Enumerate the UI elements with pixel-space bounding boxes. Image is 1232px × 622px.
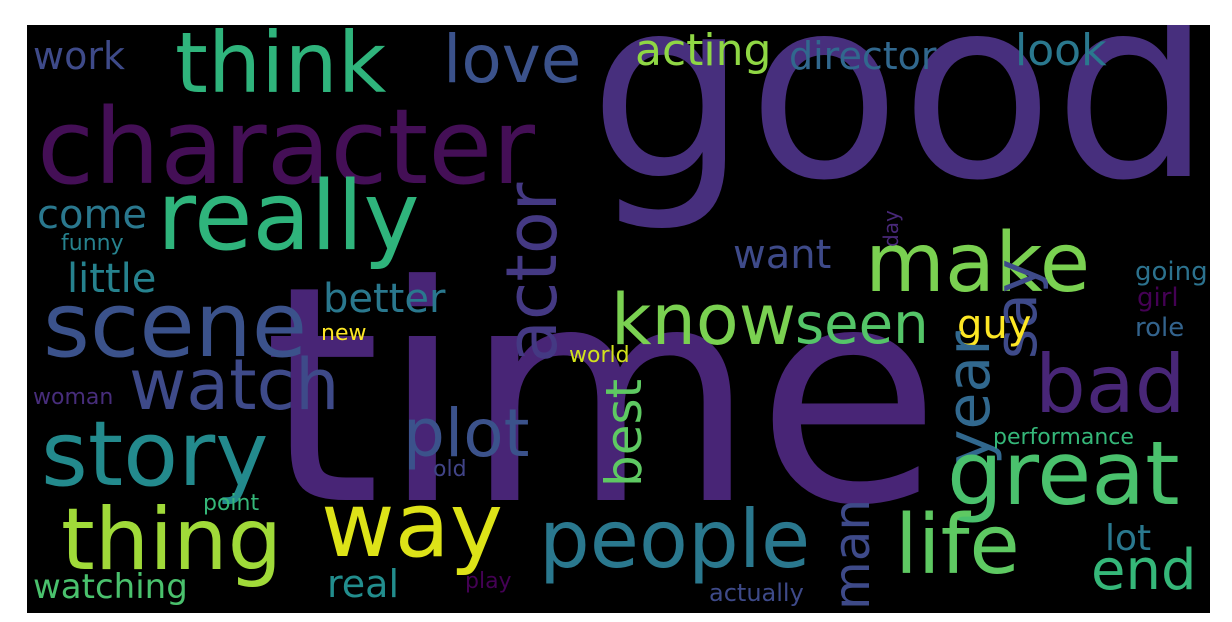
word-old: old	[433, 457, 467, 482]
word-seen: seen	[795, 292, 929, 357]
word-actually: actually	[709, 579, 804, 607]
word-plot: plot	[403, 395, 530, 472]
word-actor: actor	[491, 182, 573, 363]
word-play: play	[465, 569, 512, 594]
word-man: man	[823, 498, 881, 610]
word-come: come	[37, 192, 148, 238]
word-thing: thing	[61, 490, 283, 590]
word-role: role	[1135, 313, 1185, 343]
word-time: time	[263, 222, 941, 571]
word-people: people	[539, 493, 811, 586]
word-work: work	[33, 34, 125, 78]
word-make: make	[865, 216, 1091, 311]
word-going: going	[1135, 257, 1208, 287]
word-lot: lot	[1105, 518, 1152, 559]
word-new: new	[321, 321, 367, 346]
word-world: world	[569, 343, 630, 368]
word-way: way	[321, 473, 504, 578]
word-little: little	[67, 256, 157, 302]
word-better: better	[323, 276, 446, 322]
word-performance: performance	[993, 425, 1134, 450]
word-good: good	[589, 25, 1210, 235]
word-point: point	[203, 491, 260, 516]
word-acting: acting	[635, 25, 772, 76]
word-love: love	[443, 25, 582, 98]
word-character: character	[37, 86, 536, 208]
word-girl: girl	[1137, 283, 1179, 313]
word-guy: guy	[957, 302, 1032, 348]
word-look: look	[1015, 25, 1107, 76]
word-end: end	[1091, 538, 1197, 603]
word-story: story	[41, 402, 269, 507]
word-day: day	[879, 210, 903, 247]
word-bad: bad	[1035, 338, 1186, 431]
word-scene: scene	[43, 273, 308, 378]
word-funny: funny	[61, 231, 124, 256]
word-director: director	[789, 34, 937, 78]
word-real: real	[327, 562, 400, 606]
word-really: really	[157, 162, 420, 272]
word-cloud-canvas: good time character think love acting di…	[27, 25, 1210, 613]
word-woman: woman	[33, 385, 114, 410]
word-know: know	[611, 279, 796, 361]
word-think: think	[175, 25, 387, 112]
word-great: great	[947, 422, 1180, 525]
word-watch: watch	[129, 344, 340, 426]
word-watching: watching	[33, 567, 188, 607]
word-best: best	[595, 378, 653, 487]
word-want: want	[733, 232, 832, 278]
word-life: life	[895, 498, 1020, 593]
